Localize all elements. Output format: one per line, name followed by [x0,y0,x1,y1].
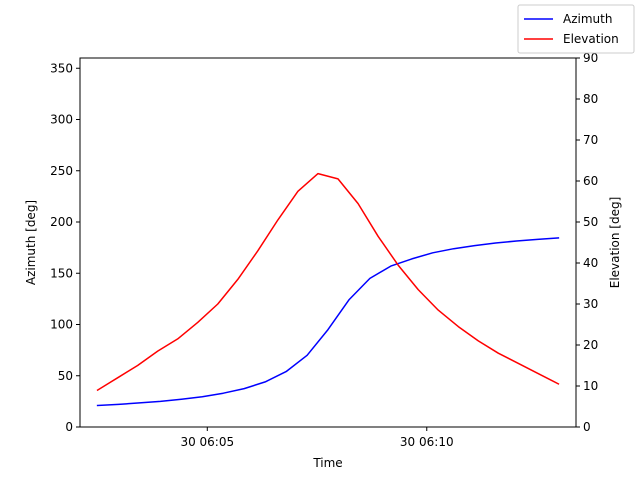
chart-marks [96,172,560,407]
x-tick-label: 30 06:10 [400,435,454,449]
left-y-tick-label: 150 [50,266,73,280]
left-y-tick-label: 300 [50,113,73,127]
x-tick-label: 30 06:05 [180,435,234,449]
left-y-axis: 0 50 100 150 200 250 300 350 [50,61,80,434]
right-y-tick-label: 30 [583,297,598,311]
right-y-tick-label: 40 [583,256,598,270]
left-y-tick-label: 100 [50,318,73,332]
right-y-tick-label: 70 [583,133,598,147]
right-y-axis-label: Elevation [deg] [608,197,622,289]
series-line-elevation [96,172,560,392]
right-y-tick-label: 80 [583,92,598,106]
x-axis-label: Time [312,456,342,470]
legend: Azimuth Elevation [517,4,635,54]
right-y-tick-label: 20 [583,338,598,352]
left-y-tick-label: 250 [50,164,73,178]
right-y-tick-label: 90 [583,51,598,65]
right-y-tick-label: 50 [583,215,598,229]
legend-label-azimuth: Azimuth [563,12,612,26]
series-line-azimuth [96,237,560,407]
left-y-axis-label: Azimuth [deg] [24,200,38,285]
legend-frame [517,4,635,54]
legend-label-elevation: Elevation [563,32,619,46]
right-y-axis: 0 10 20 30 40 50 60 70 80 90 [576,51,598,434]
left-y-tick-label: 200 [50,215,73,229]
plot-frame [79,57,577,428]
x-axis: 30 06:05 30 06:10 [180,427,454,449]
right-y-tick-label: 60 [583,174,598,188]
left-y-tick-label: 350 [50,61,73,75]
right-y-tick-label: 10 [583,379,598,393]
right-y-tick-label: 0 [583,420,591,434]
left-y-tick-label: 0 [65,420,73,434]
left-y-tick-label: 50 [58,369,73,383]
